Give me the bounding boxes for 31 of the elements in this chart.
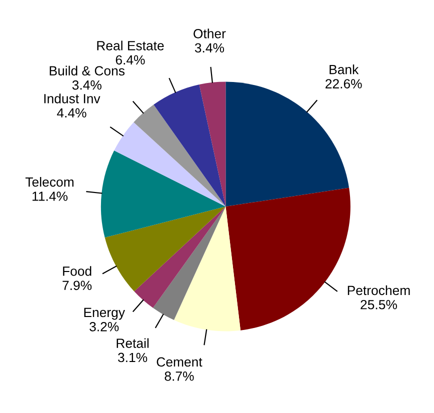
slice-label: Retail <box>116 338 149 348</box>
slice-label: Indust Inv <box>44 94 100 104</box>
data-label: 3.1% <box>118 352 148 362</box>
pie-slice <box>152 206 226 320</box>
pie-slice <box>100 150 226 238</box>
slice-label: Cement <box>156 357 202 367</box>
pie-slice <box>199 82 226 206</box>
data-label: 8.7% <box>164 371 194 381</box>
slice-label: Bank <box>330 64 359 74</box>
slice-label: Energy <box>84 308 125 320</box>
data-label: 7.9% <box>62 280 92 290</box>
data-label: 6.4% <box>116 55 145 65</box>
slice-label: Build & Cons <box>50 66 125 76</box>
data-label: 22.6% <box>326 79 362 88</box>
slice-label: Real Estate <box>97 40 164 50</box>
data-label: 25.5% <box>360 300 397 310</box>
slice-label: Other <box>194 28 226 38</box>
slice-label: Telecom <box>25 177 74 187</box>
data-label: 4.4% <box>56 108 86 118</box>
pie-slice <box>174 206 241 332</box>
pie-slice <box>154 84 226 206</box>
pie-slice <box>134 206 226 308</box>
slice-label: Petrochem <box>348 285 410 296</box>
pie-slice <box>134 104 226 206</box>
data-label: 3.4% <box>72 80 102 90</box>
pie-slice <box>114 122 226 206</box>
data-label: 3.4% <box>194 43 224 53</box>
slice-label: Food <box>63 266 92 276</box>
pie-slice <box>104 206 226 292</box>
data-label: 3.2% <box>90 322 119 332</box>
data-label: 11.4% <box>32 192 68 201</box>
